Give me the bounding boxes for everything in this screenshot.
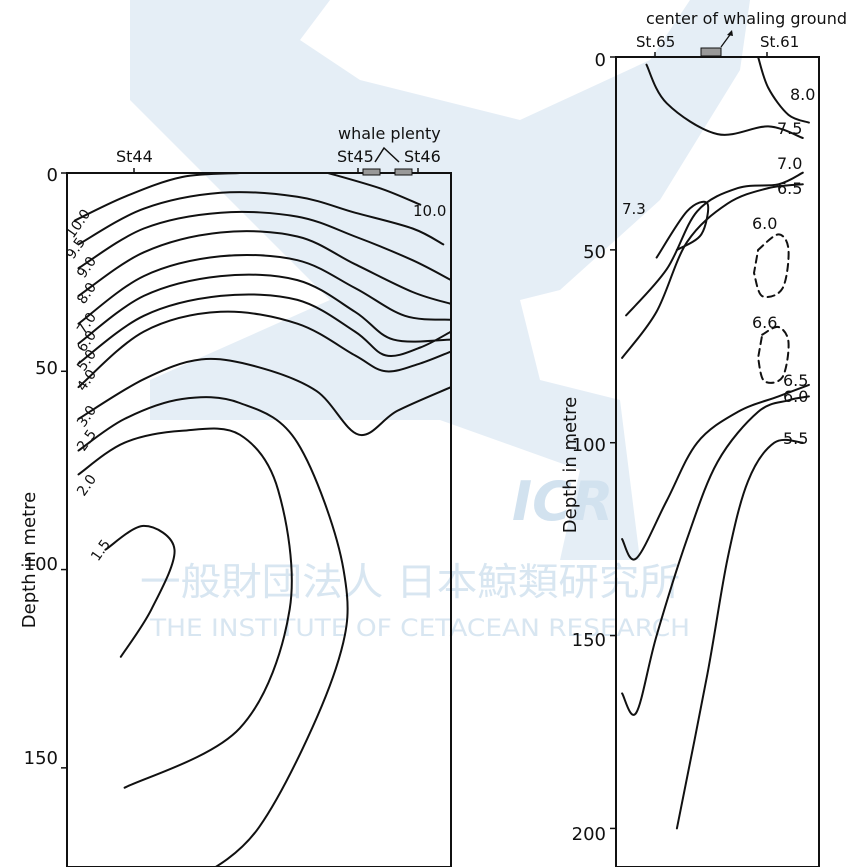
contour-label-1-5: 1.5 <box>88 537 114 564</box>
left-isotherm-2-0 <box>77 427 293 789</box>
left-station-st44: St44 <box>116 147 153 166</box>
right-ytick-200: 200 <box>572 824 606 845</box>
left-plot-frame <box>66 172 452 867</box>
right-isotherm-6-5 <box>621 383 810 561</box>
left-isotherm-2-5 <box>77 396 349 867</box>
right-plot-frame <box>615 56 820 867</box>
left-isotherm-1-5 <box>104 524 176 658</box>
right-top-annotation: center of whaling ground <box>646 9 847 28</box>
left-contours <box>61 172 451 867</box>
left-isotherm-10-0 <box>73 173 241 222</box>
right-station-st61: St.61 <box>760 33 799 51</box>
right-isotherm-6-0 <box>621 395 810 716</box>
right-isotherm-6-6 <box>757 325 790 384</box>
contour-label-6-0: 6.0 <box>783 387 808 406</box>
contour-label-8-0: 8.0 <box>790 85 815 104</box>
right-ytick-100: 100 <box>572 435 606 456</box>
right-ytick-0: 0 <box>595 50 606 71</box>
whale-plenty-box <box>362 168 381 176</box>
right-station-st65: St.65 <box>636 33 675 51</box>
left-isotherm-5-0 <box>77 293 451 365</box>
right-y-ticks: 0 50 100 150 200 <box>572 50 606 845</box>
whaling-ground-box <box>700 47 722 57</box>
right-isotherm-7-5 <box>645 63 804 139</box>
left-ytick-50: 50 <box>35 358 58 379</box>
contour-label-10-right: 10.0 <box>413 202 446 220</box>
watermark-jp-text: 一般財団法人 日本鯨類研究所 <box>140 560 680 604</box>
right-isotherm-7-0 <box>625 171 804 317</box>
right-contour-chart: 0 50 100 150 200 Depth in metre St.65 St… <box>560 9 847 867</box>
right-isotherm-5-5 <box>675 438 804 830</box>
left-isotherm-10-0 <box>327 173 422 206</box>
left-isotherm-3-0 <box>77 357 451 436</box>
left-ytick-100: 100 <box>24 554 58 575</box>
right-ytick-150: 150 <box>572 630 606 651</box>
right-y-axis-label: Depth in metre <box>560 397 581 533</box>
left-isotherm-9-0 <box>77 210 451 282</box>
right-contours <box>610 56 810 830</box>
contour-label-6-0-dashed: 6.0 <box>752 214 777 233</box>
right-ytick-50: 50 <box>583 242 606 263</box>
contour-label-6-5-top: 6.5 <box>777 179 802 198</box>
whale-plenty-box <box>394 168 413 176</box>
left-isotherm-8-0 <box>77 230 451 305</box>
whale-plenty-marker <box>374 146 400 163</box>
left-station-st45: St45 <box>337 147 374 166</box>
contour-label-6-6: 6.6 <box>752 313 777 332</box>
watermark-logo-shape <box>130 0 750 560</box>
contour-label-7-0: 7.0 <box>777 154 802 173</box>
contour-label-7-5: 7.5 <box>777 119 802 138</box>
watermark: ICR 一般財団法人 日本鯨類研究所 THE INSTITUTE OF CETA… <box>130 0 750 642</box>
watermark-en-text: THE INSTITUTE OF CETACEAN RESEARCH <box>149 614 690 642</box>
right-isotherm-6-0 <box>752 233 790 299</box>
contour-label-7-3: 7.3 <box>622 200 646 218</box>
contour-label-6-5: 6.5 <box>783 371 808 390</box>
left-y-axis-label: Depth in metre <box>19 492 40 628</box>
right-isotherm-8-0 <box>757 57 810 124</box>
left-station-st46: St46 <box>404 147 441 166</box>
contour-label-5-5: 5.5 <box>783 429 808 448</box>
watermark-logo-text: ICR <box>512 470 613 533</box>
left-ytick-150: 150 <box>24 748 58 769</box>
left-isotherm-9-5 <box>77 191 445 246</box>
right-isotherm-7-3 <box>655 200 710 259</box>
left-ytick-0: 0 <box>47 165 58 186</box>
whaling-ground-arrowhead <box>727 30 733 36</box>
right-contour-labels: 8.0 7.5 7.0 6.5 7.3 6.0 6.6 6.5 6.0 5.5 <box>622 85 815 448</box>
left-isotherm-6-0 <box>77 273 451 345</box>
left-y-ticks: 0 50 100 150 <box>24 165 58 769</box>
right-isotherm-6-5 <box>621 183 804 359</box>
left-isotherm-7-0 <box>77 253 451 325</box>
left-isotherm-4-0 <box>77 310 451 389</box>
contour-label-2-0: 2.0 <box>74 472 100 499</box>
left-top-annotation: whale plenty <box>338 124 441 143</box>
